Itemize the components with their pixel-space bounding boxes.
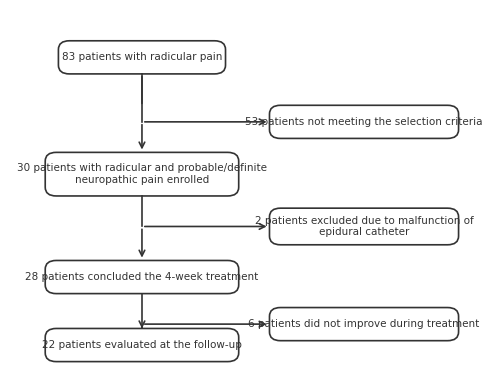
Text: 30 patients with radicular and probable/definite
neuropathic pain enrolled: 30 patients with radicular and probable/…: [17, 163, 267, 185]
Text: 6 patients did not improve during treatment: 6 patients did not improve during treatm…: [248, 319, 480, 329]
Text: 2 patients excluded due to malfunction of
epidural catheter: 2 patients excluded due to malfunction o…: [254, 216, 474, 237]
Text: 53 patients not meeting the selection criteria: 53 patients not meeting the selection cr…: [246, 117, 483, 127]
FancyBboxPatch shape: [45, 328, 238, 362]
FancyBboxPatch shape: [270, 105, 458, 138]
Text: 28 patients concluded the 4-week treatment: 28 patients concluded the 4-week treatme…: [26, 272, 258, 282]
FancyBboxPatch shape: [270, 208, 458, 245]
FancyBboxPatch shape: [45, 260, 238, 293]
Text: 22 patients evaluated at the follow-up: 22 patients evaluated at the follow-up: [42, 340, 242, 350]
Text: 83 patients with radicular pain: 83 patients with radicular pain: [62, 52, 222, 62]
FancyBboxPatch shape: [58, 41, 226, 74]
FancyBboxPatch shape: [45, 152, 238, 196]
FancyBboxPatch shape: [270, 308, 458, 341]
